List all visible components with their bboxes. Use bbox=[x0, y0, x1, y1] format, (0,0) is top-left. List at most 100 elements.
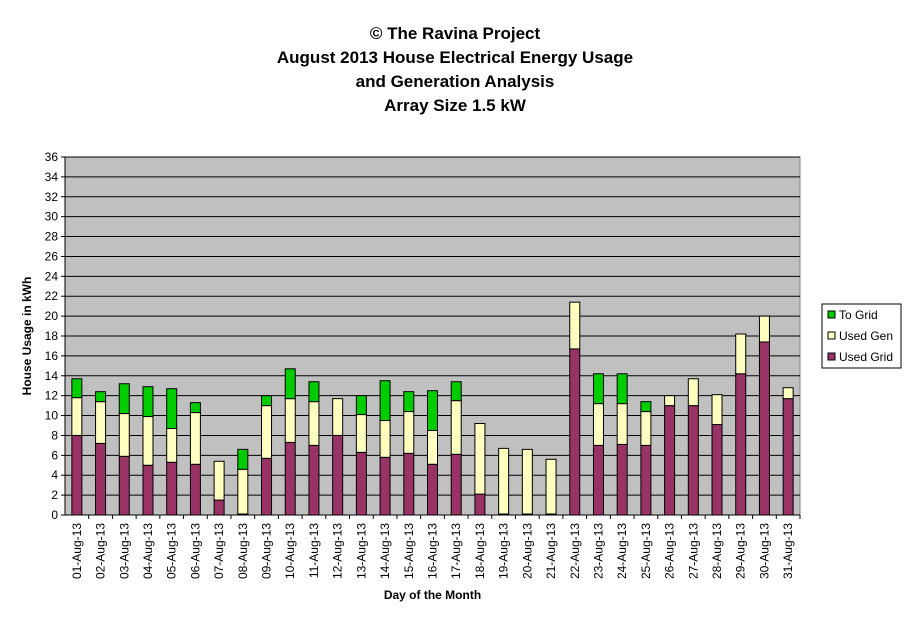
bar-segment bbox=[332, 398, 344, 436]
bar-segment bbox=[758, 341, 770, 516]
bar-segment bbox=[237, 468, 249, 515]
y-tick-label: 12 bbox=[45, 389, 59, 403]
bar-segment bbox=[379, 456, 391, 516]
x-tick-label: 14-Aug-13 bbox=[378, 523, 392, 579]
bar-segment bbox=[95, 442, 107, 516]
bar-segment bbox=[782, 398, 794, 516]
x-tick-label: 25-Aug-13 bbox=[639, 523, 653, 579]
bar-segment bbox=[142, 464, 154, 516]
x-tick-label: 28-Aug-13 bbox=[710, 523, 724, 579]
x-tick-label: 24-Aug-13 bbox=[615, 523, 629, 579]
bar-segment bbox=[284, 398, 296, 443]
bar-segment bbox=[403, 411, 415, 454]
y-tick-label: 24 bbox=[45, 269, 59, 283]
bar-segment bbox=[569, 348, 581, 516]
legend: To Grid Used Gen Used Grid bbox=[821, 303, 902, 369]
bar-segment bbox=[687, 405, 699, 516]
bar-segment bbox=[545, 458, 557, 515]
x-tick-label: 13-Aug-13 bbox=[354, 523, 368, 579]
y-tick-label: 8 bbox=[51, 428, 58, 442]
bar-segment bbox=[332, 434, 344, 516]
legend-swatch bbox=[827, 352, 836, 361]
y-tick-label: 2 bbox=[51, 488, 58, 502]
bar-segment bbox=[735, 373, 747, 516]
y-tick-label: 14 bbox=[45, 369, 59, 383]
x-tick-label: 10-Aug-13 bbox=[283, 523, 297, 579]
bar-segment bbox=[95, 391, 107, 403]
bar-segment bbox=[71, 378, 83, 399]
bar-segment bbox=[261, 395, 273, 407]
x-tick-label: 23-Aug-13 bbox=[591, 523, 605, 579]
x-tick-label: 21-Aug-13 bbox=[544, 523, 558, 579]
bar-segment bbox=[450, 381, 462, 402]
bar-segment bbox=[498, 447, 510, 515]
bar-segment bbox=[592, 403, 604, 446]
x-tick-label: 09-Aug-13 bbox=[260, 523, 274, 579]
bar-segment bbox=[782, 387, 794, 400]
x-tick-label: 20-Aug-13 bbox=[520, 523, 534, 579]
legend-swatch bbox=[827, 331, 836, 340]
bar-segment bbox=[355, 414, 367, 453]
bar-segment bbox=[71, 434, 83, 516]
bar-segment bbox=[261, 457, 273, 516]
x-tick-label: 22-Aug-13 bbox=[568, 523, 582, 579]
x-tick-label: 26-Aug-13 bbox=[663, 523, 677, 579]
x-tick-label: 16-Aug-13 bbox=[426, 523, 440, 579]
bar-segment bbox=[142, 386, 154, 418]
bar-segment bbox=[427, 390, 438, 431]
bar-segment bbox=[640, 401, 652, 413]
legend-entry: Used Grid bbox=[839, 350, 893, 364]
y-tick-label: 34 bbox=[45, 170, 59, 184]
x-tick-label: 08-Aug-13 bbox=[236, 523, 250, 579]
y-tick-label: 16 bbox=[45, 349, 59, 363]
bar-segment bbox=[735, 333, 747, 375]
bar-segment bbox=[166, 388, 178, 429]
bar-segment bbox=[213, 499, 225, 516]
bar-segment bbox=[711, 424, 723, 516]
y-tick-label: 18 bbox=[45, 329, 59, 343]
bar-segment bbox=[118, 413, 130, 457]
x-tick-label: 05-Aug-13 bbox=[165, 523, 179, 579]
y-tick-label: 6 bbox=[51, 448, 58, 462]
bar-segment bbox=[474, 493, 486, 516]
legend-entry: Used Gen bbox=[839, 329, 893, 343]
y-tick-label: 36 bbox=[45, 150, 59, 164]
bar-segment bbox=[640, 411, 652, 446]
bar-segment bbox=[616, 443, 628, 516]
gridlines bbox=[65, 156, 800, 496]
x-tick-label: 03-Aug-13 bbox=[117, 523, 131, 579]
bar-segment bbox=[189, 412, 201, 465]
bar-segment bbox=[284, 368, 296, 400]
x-tick-label: 15-Aug-13 bbox=[402, 523, 416, 579]
y-tick-label: 10 bbox=[45, 409, 59, 423]
bar-segment bbox=[427, 463, 438, 516]
x-tick-label: 30-Aug-13 bbox=[757, 523, 771, 579]
bar-segment bbox=[308, 444, 320, 516]
bar-segment bbox=[379, 420, 391, 458]
bar-segment bbox=[166, 461, 178, 516]
x-tick-label: 17-Aug-13 bbox=[449, 523, 463, 579]
bar-segment bbox=[711, 394, 723, 426]
bar-segment bbox=[592, 373, 604, 405]
bar-segment bbox=[616, 403, 628, 445]
bar-segment bbox=[308, 381, 320, 403]
x-tick-label: 04-Aug-13 bbox=[141, 523, 155, 579]
bar-segment bbox=[118, 383, 130, 415]
bar-segment bbox=[569, 301, 581, 350]
bar-segment bbox=[189, 402, 201, 414]
bar-segment bbox=[664, 405, 676, 516]
y-tick-label: 20 bbox=[45, 309, 59, 323]
bar-segment bbox=[450, 453, 462, 516]
x-tick-label: 29-Aug-13 bbox=[734, 523, 748, 579]
x-tick-label: 02-Aug-13 bbox=[94, 523, 108, 579]
bar-segment bbox=[521, 448, 533, 515]
bar-segment bbox=[379, 380, 391, 422]
bar-segment bbox=[640, 444, 652, 516]
bar-segment bbox=[118, 455, 130, 516]
bar-segment bbox=[213, 460, 225, 501]
title-line-3: and Generation Analysis bbox=[356, 72, 555, 91]
bar-segment bbox=[261, 405, 273, 459]
bar-segment bbox=[474, 423, 486, 495]
x-tick-label: 07-Aug-13 bbox=[212, 523, 226, 579]
bar-segment bbox=[403, 452, 415, 516]
